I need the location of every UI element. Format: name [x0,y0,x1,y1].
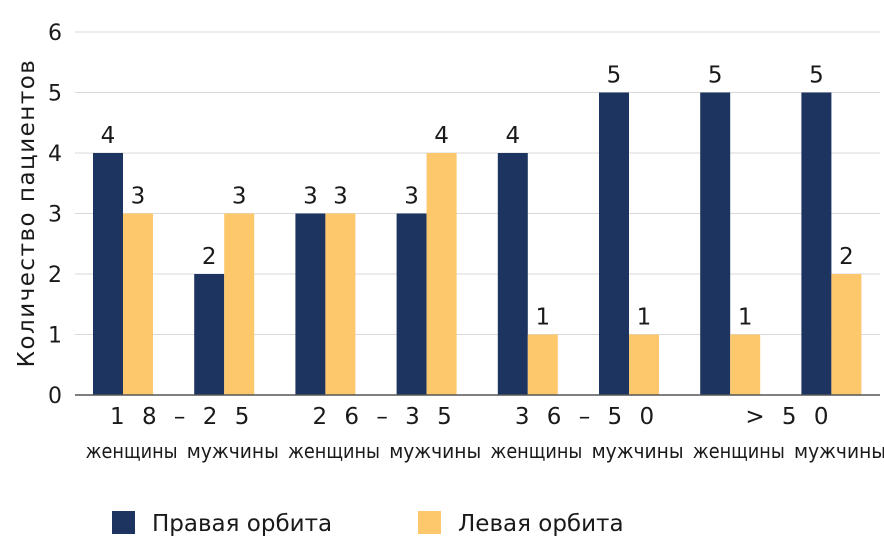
bar-left-orbit [730,334,761,395]
data-label: 1 [637,305,652,331]
y-tick-label: 5 [48,82,62,107]
data-label: 3 [333,184,348,210]
legend: Правая орбита Левая орбита [112,511,624,537]
y-tick-label: 6 [48,21,62,46]
y-tick-label: 3 [48,203,62,228]
bar-right-orbit [497,153,528,395]
bar-right-orbit [93,153,123,395]
bars [93,92,862,395]
bar-right-orbit [295,213,326,395]
group-label: > 5 0 [745,404,833,430]
bar-left-orbit [426,153,457,395]
subcategory-label: мужчины [187,439,279,463]
y-tick-label: 4 [48,142,62,167]
legend-label: Левая орбита [458,511,624,537]
data-label: 4 [101,123,116,149]
data-label: 3 [232,184,247,210]
data-label: 5 [708,63,723,89]
group-label: 1 8 – 2 5 [110,404,254,430]
legend-swatch [112,511,135,534]
data-labels: 423 345 5 53 3 341 1 12 [101,63,854,331]
subcategory-label: мужчины [592,439,684,463]
subcategory-label: женщины [490,439,582,463]
bar-left-orbit [527,334,558,395]
subcategory-label: женщины [288,439,380,463]
y-tick-label: 0 [48,384,62,409]
group-label: 2 6 – 3 5 [312,404,456,430]
x-axis-labels: 1 8 – 2 5 женщины мужчины 2 6 – 3 5 женщины м… [86,404,884,463]
data-label: 4 [505,123,520,149]
bar-left-orbit [325,213,356,395]
data-label: 5 [809,63,824,89]
y-axis-ticks: 0 1 2 3 4 5 6 [48,21,62,409]
bar-right-orbit [194,274,225,395]
y-tick-label: 2 [48,263,62,288]
y-axis-label: Количество пациентов [14,59,40,368]
group-label: 3 6 – 5 0 [515,404,659,430]
data-label: 4 [434,123,449,149]
bar-right-orbit [700,92,731,395]
subcategory-label: мужчины [389,439,481,463]
legend-label: Правая орбита [152,511,332,537]
legend-swatch [418,511,441,534]
data-label: 3 [303,184,318,210]
bar-left-orbit [224,213,255,395]
data-label: 3 [404,184,419,210]
bar-right-orbit [801,92,832,395]
subcategory-label: женщины [86,439,178,463]
bar-right-orbit [599,92,629,395]
y-tick-label: 1 [48,324,62,349]
subcategory-label: мужчины [794,439,884,463]
data-label: 1 [535,305,550,331]
subcategory-label: женщины [693,439,785,463]
bar-left-orbit [123,213,153,395]
bar-left-orbit [629,334,659,395]
data-label: 1 [738,305,753,331]
bar-right-orbit [396,213,427,395]
data-label: 5 [607,63,622,89]
data-label: 2 [202,244,217,270]
bar-left-orbit [831,274,862,395]
data-label: 3 [131,184,146,210]
data-label: 2 [839,244,854,270]
